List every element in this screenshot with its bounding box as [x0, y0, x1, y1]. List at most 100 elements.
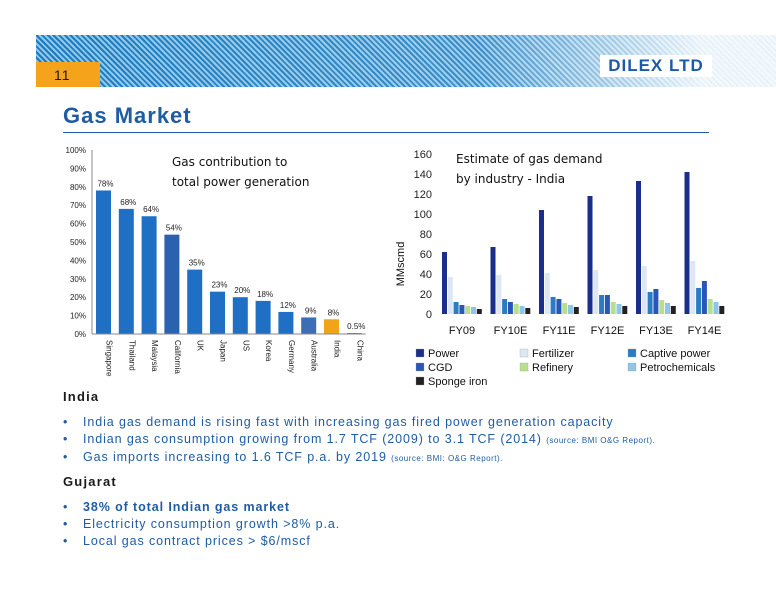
y-tick-label: 40: [420, 269, 432, 281]
bar: [556, 299, 562, 314]
y-tick-label: 60%: [70, 220, 86, 229]
bar: [665, 303, 670, 314]
bar: [707, 299, 713, 314]
legend-swatch: [519, 348, 529, 358]
list-item: • Electricity consumption growth >8% p.a.: [63, 517, 341, 531]
bar: [324, 319, 339, 334]
bar: [593, 270, 599, 314]
y-tick-label: 50%: [70, 238, 86, 247]
bar: [465, 306, 471, 314]
bar: [255, 300, 271, 334]
category-label: US: [241, 340, 250, 351]
y-axis-ticks: 0 20 40 60 80 100 120 140 160: [414, 149, 432, 321]
legend-label: CGD: [428, 362, 453, 374]
bar: [525, 308, 531, 314]
bar: [476, 309, 482, 314]
chart-title-line-1: Gas contribution to: [172, 155, 287, 169]
logo-text: DILEX LTD: [608, 56, 704, 75]
category-label: Thailand: [127, 340, 136, 371]
data-label: 64%: [143, 205, 159, 214]
bar: [164, 234, 180, 334]
bar: [622, 306, 628, 314]
category-label: FY14E: [688, 325, 722, 337]
bar: [544, 273, 550, 314]
y-tick-label: 80%: [70, 183, 86, 192]
slide-title: Gas Market: [63, 103, 192, 128]
bar: [278, 311, 294, 334]
category-label: FY11E: [543, 325, 576, 337]
category-labels: Singapore Thailand Malaysia California UK Jap…: [105, 340, 365, 377]
data-label: 35%: [189, 259, 205, 268]
list-item: • 38% of total Indian gas market: [63, 500, 290, 514]
bar: [232, 297, 248, 334]
y-tick-label: 140: [414, 169, 432, 181]
y-axis-label: MMscmd: [395, 242, 407, 287]
data-label: 9%: [305, 306, 317, 315]
legend-label: Refinery: [532, 362, 573, 374]
bar: [496, 275, 502, 314]
bar: [604, 295, 610, 314]
source-note: (source: BMI O&G Report).: [546, 436, 656, 445]
bar: [647, 292, 653, 314]
india-bullets: • India gas demand is rising fast with in…: [63, 414, 655, 467]
bar: [471, 307, 476, 314]
bar: [653, 289, 659, 314]
bar: [696, 288, 702, 314]
bar: [301, 317, 317, 334]
source-note: (source: BMI: O&G Report).: [391, 454, 503, 463]
gas-share-chart: 0% 10% 20% 30% 40% 50% 60% 70% 80% 90% 100% 78% 68%…: [66, 146, 366, 377]
legend-swatch: [627, 348, 637, 358]
bar: [719, 306, 725, 314]
y-tick-label: 90%: [70, 164, 86, 173]
legend-label: Fertilizer: [532, 348, 575, 360]
y-tick-label: 100%: [66, 146, 86, 155]
bar: [490, 247, 496, 314]
list-item: • Gas imports increasing to 1.6 TCF p.a. …: [63, 450, 503, 464]
india-heading: India: [63, 389, 100, 404]
bar: [447, 277, 453, 314]
bar: [641, 266, 647, 314]
legend-swatch: [519, 362, 529, 372]
bar: [636, 181, 641, 314]
chart-title-line-2: total power generation: [172, 175, 309, 189]
bar: [118, 208, 134, 334]
category-label: FY13E: [639, 325, 673, 337]
category-label: Malaysia: [150, 340, 159, 372]
bar: [519, 306, 525, 314]
legend-swatch: [415, 376, 425, 386]
y-tick-label: 160: [414, 149, 432, 161]
chart-title-line-1: Estimate of gas demand: [456, 152, 603, 166]
title-divider: [63, 132, 709, 133]
data-label: 8%: [328, 308, 340, 317]
chart-title-line-2: by industry - India: [456, 172, 565, 186]
data-label: 78%: [97, 179, 113, 188]
page-number: 11: [54, 67, 71, 83]
data-label: 20%: [234, 286, 250, 295]
bar: [670, 306, 676, 314]
gujarat-heading: Gujarat: [63, 474, 117, 489]
data-label: 18%: [257, 290, 273, 299]
data-label: 68%: [120, 198, 136, 207]
bar: [616, 304, 622, 314]
data-label: 0.5%: [347, 322, 365, 331]
data-label: 12%: [280, 301, 296, 310]
bar: [610, 302, 616, 314]
list-item: • Indian gas consumption growing from 1.7…: [63, 432, 656, 446]
y-tick-label: 20%: [70, 293, 86, 302]
y-tick-label: 60: [420, 249, 432, 261]
category-label: Korea: [264, 340, 273, 362]
bar: [550, 297, 556, 314]
gas-demand-chart: 0 20 40 60 80 100 120 140 160 FY09 FY10E FY11E FY12…: [395, 149, 725, 388]
bar: [502, 299, 508, 314]
bar: [539, 210, 544, 314]
legend-swatch: [415, 362, 425, 372]
category-label: FY12E: [591, 325, 625, 337]
bar: [453, 302, 459, 314]
bars: [442, 172, 725, 314]
category-label: China: [355, 340, 364, 361]
bar: [442, 252, 447, 314]
bars: [96, 190, 362, 334]
data-label: 54%: [166, 224, 182, 233]
legend-label: Sponge iron: [428, 376, 487, 388]
bar: [96, 190, 111, 334]
